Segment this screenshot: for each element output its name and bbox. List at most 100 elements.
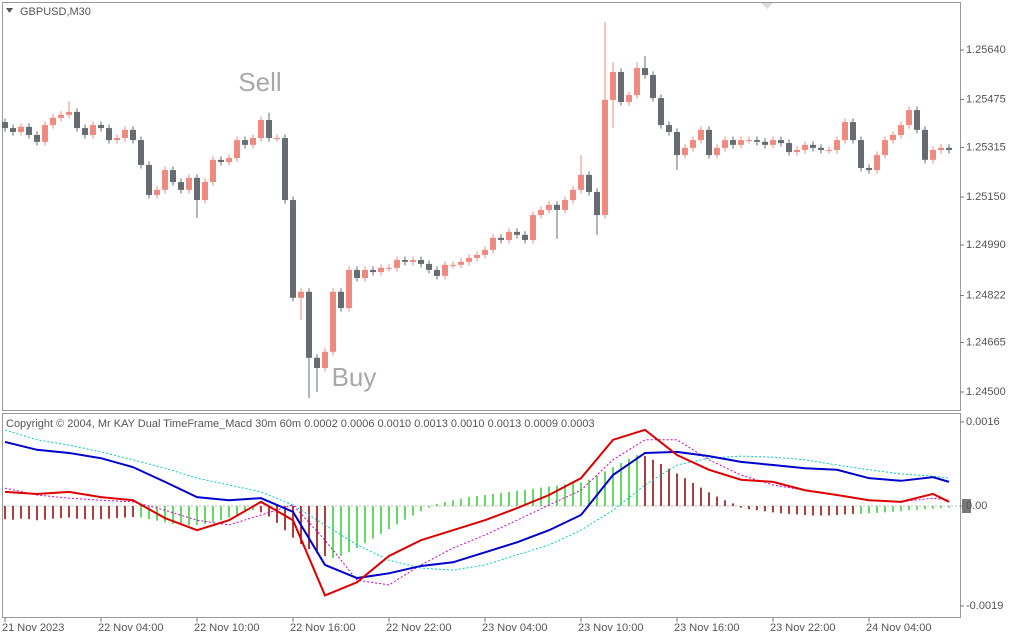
candle-body <box>522 234 528 240</box>
candle-body <box>314 357 320 369</box>
candle-body <box>826 149 832 151</box>
candle-body <box>298 291 304 298</box>
candle-body <box>858 140 864 168</box>
candle-body <box>626 95 632 102</box>
x-tick-label: 23 Nov 10:00 <box>578 622 643 634</box>
candle-body <box>362 269 368 279</box>
candle-body <box>754 140 760 142</box>
candle-body <box>778 140 784 144</box>
candle-body <box>274 137 280 139</box>
annotation: Buy <box>332 362 377 392</box>
candle-body <box>266 119 272 138</box>
indicator-title: Copyright © 2004, Mr KAY Dual TimeFrame_… <box>6 418 595 430</box>
candle-body <box>106 128 112 141</box>
macd-line <box>4 428 950 597</box>
candle-body <box>650 74 656 99</box>
candle-body <box>690 140 696 148</box>
candle-body <box>786 143 792 153</box>
candle-body <box>26 126 32 135</box>
candle-body <box>514 231 520 235</box>
candle-body <box>554 204 560 210</box>
x-tick-label: 22 Nov 16:00 <box>290 622 355 634</box>
candle-body <box>410 260 416 262</box>
candle-body <box>458 261 464 265</box>
candle-body <box>538 209 544 216</box>
candle-body <box>322 351 328 369</box>
candle-body <box>194 177 200 201</box>
candle-body <box>762 141 768 145</box>
candle-body <box>634 68 640 96</box>
candle-body <box>378 267 384 273</box>
candle-body <box>802 144 808 150</box>
candle-body <box>658 98 664 126</box>
candle-body <box>882 140 888 156</box>
candle-body <box>594 191 600 216</box>
x-tick-label: 23 Nov 04:00 <box>482 622 547 634</box>
candle-body <box>258 119 264 138</box>
x-tick-label: 21 Nov 2023 <box>2 622 64 634</box>
candle-body <box>370 269 376 273</box>
candle-body <box>746 140 752 142</box>
candle-body <box>698 129 704 141</box>
y-tick-label: 1.24990 <box>966 239 1006 251</box>
candle-body <box>178 182 184 190</box>
candle-body <box>474 254 480 258</box>
candle-body <box>706 129 712 156</box>
candle-body <box>666 125 672 132</box>
candle-body <box>130 129 136 141</box>
candle-body <box>306 291 312 358</box>
candle-body <box>642 68 648 75</box>
candle-body <box>602 99 608 216</box>
candle-body <box>402 260 408 262</box>
candle-body <box>90 125 96 135</box>
shift-marker <box>761 3 773 9</box>
candle-body <box>810 144 816 148</box>
candle-body <box>434 269 440 276</box>
candle-body <box>426 263 432 270</box>
y-tick-label: 1.24500 <box>966 386 1006 398</box>
candle-body <box>154 189 160 195</box>
candle-body <box>922 129 928 160</box>
y-tick-label: 1.25475 <box>966 93 1006 105</box>
candle-body <box>682 147 688 156</box>
candle-body <box>290 200 296 298</box>
candle-body <box>122 129 128 138</box>
candle-body <box>18 126 24 132</box>
candle-body <box>586 174 592 192</box>
candle-body <box>938 147 944 150</box>
candle-body <box>906 110 912 126</box>
candle-body <box>98 125 104 129</box>
x-tick-label: 22 Nov 22:00 <box>386 622 451 634</box>
x-tick-label: 23 Nov 22:00 <box>770 622 835 634</box>
y-tick-label: 1.25315 <box>966 141 1006 153</box>
x-tick-label: 23 Nov 16:00 <box>674 622 739 634</box>
candle-body <box>874 155 880 171</box>
candle-body <box>498 237 504 240</box>
candle-body <box>482 249 488 255</box>
candle-body <box>66 111 72 115</box>
y-tick-label: 0.0016 <box>966 416 1000 428</box>
candle-body <box>490 237 496 250</box>
candle-body <box>82 128 88 135</box>
candle-body <box>138 140 144 165</box>
candle-body <box>546 204 552 210</box>
candle-body <box>210 159 216 183</box>
candle-body <box>530 215 536 240</box>
x-tick-label: 22 Nov 04:00 <box>98 622 163 634</box>
candle-body <box>834 140 840 150</box>
symbol-title: GBPUSD,M30 <box>20 6 91 18</box>
candle-body <box>578 174 584 190</box>
y-tick-label: 1.25150 <box>966 191 1006 203</box>
candle-body <box>162 170 168 190</box>
candle-body <box>610 71 616 100</box>
macd-line <box>4 440 950 580</box>
y-tick-label: 1.25640 <box>966 44 1006 56</box>
candle-body <box>146 164 152 195</box>
candle-body <box>930 149 936 160</box>
candle-body <box>34 134 40 142</box>
candle-body <box>914 110 920 130</box>
dropdown-icon[interactable] <box>6 8 13 13</box>
candle-body <box>346 269 352 309</box>
candle-body <box>282 137 288 201</box>
candle-body <box>722 140 728 148</box>
